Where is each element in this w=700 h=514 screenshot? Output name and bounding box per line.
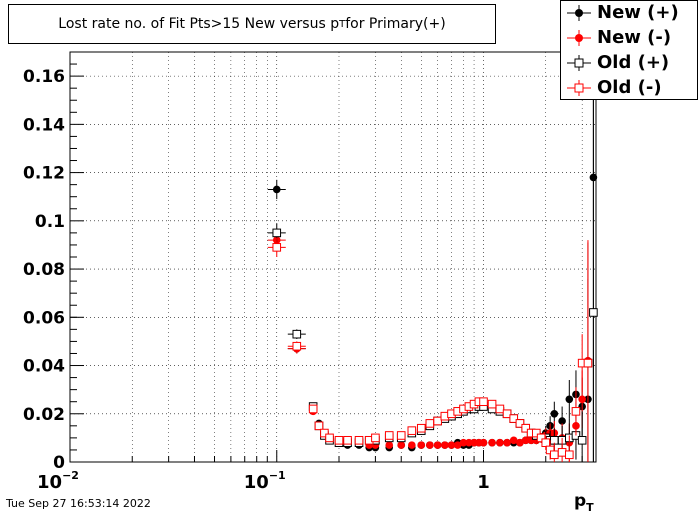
data-point <box>565 395 574 404</box>
data-point <box>308 404 318 414</box>
data-point <box>557 448 567 457</box>
data-point <box>272 185 281 194</box>
data-point <box>502 409 512 419</box>
chart-title-suffix: for Primary(+) <box>345 16 446 32</box>
legend-entry-old-minus: Old (-) <box>561 76 699 100</box>
data-point <box>531 428 541 438</box>
x-tick-label: 10−2 <box>37 469 79 493</box>
data-point <box>495 404 505 414</box>
y-tick-label: 0.02 <box>23 405 65 425</box>
chart-title-subscript: T <box>339 18 346 30</box>
data-point <box>509 436 518 445</box>
y-tick-label: 0 <box>53 453 65 473</box>
data-point <box>354 435 364 445</box>
data-point <box>397 441 406 449</box>
data-point <box>314 421 324 431</box>
data-point <box>496 438 504 447</box>
data-point <box>272 228 282 238</box>
legend-label: New (+) <box>597 2 679 23</box>
plot-frame <box>69 51 597 463</box>
chart-title: Lost rate no. of Fit Pts>15 New versus p… <box>8 4 496 44</box>
data-point <box>521 436 530 445</box>
data-point <box>325 433 334 443</box>
y-tick-label: 0.12 <box>23 164 65 184</box>
data-point <box>334 435 344 445</box>
legend-entry-old-plus: Old (+) <box>561 51 699 75</box>
open-square-marker-icon <box>567 80 591 96</box>
data-point <box>292 341 302 351</box>
data-point <box>453 441 462 449</box>
data-point <box>417 441 426 449</box>
data-point <box>536 433 546 443</box>
axis-tick-labels: 0 0.02 0.04 0.06 0.08 0.1 0.12 0.14 0.16 10−2 10−1… <box>23 67 490 493</box>
legend-entry-new-plus: New (+) <box>561 1 699 25</box>
data-point <box>272 243 282 252</box>
legend-label: New (-) <box>597 27 672 48</box>
data-point <box>589 308 598 317</box>
legend-entry-new-minus: New (-) <box>561 26 699 50</box>
legend: New (+) New (-) Old (+) Old (-) <box>560 0 698 100</box>
y-tick-label: 0.06 <box>23 308 65 328</box>
chart-title-text: Lost rate no. of Fit Pts>15 New versus p <box>58 16 340 32</box>
data-point <box>577 435 587 445</box>
open-square-marker-icon <box>567 55 591 71</box>
data-point <box>292 329 302 339</box>
data-point <box>515 419 525 428</box>
data-point <box>558 417 566 425</box>
y-tick-label: 0.16 <box>23 67 65 87</box>
series-old <box>267 52 598 462</box>
x-tick-label: 10−1 <box>244 469 286 493</box>
data-point <box>503 438 511 447</box>
filled-circle-marker-icon <box>567 30 591 46</box>
y-tick-label: 0.04 <box>23 357 65 377</box>
data-marks <box>267 52 598 462</box>
data-point <box>433 441 442 449</box>
data-point <box>516 438 524 447</box>
data-point <box>416 423 426 433</box>
series-new <box>267 52 598 462</box>
data-point <box>425 419 435 428</box>
x-axis-label: pT <box>574 491 594 514</box>
data-point <box>396 431 406 440</box>
data-point <box>441 441 449 449</box>
data-point <box>578 395 586 404</box>
series-old <box>267 237 593 462</box>
data-point <box>433 416 442 426</box>
data-point <box>408 441 416 449</box>
axis-ticks <box>69 63 583 463</box>
timestamp: Tue Sep 27 16:53:14 2022 <box>6 497 151 510</box>
data-point <box>479 397 488 407</box>
data-point <box>521 423 531 433</box>
grid-lines <box>69 52 596 463</box>
filled-circle-marker-icon <box>567 5 591 21</box>
data-point <box>320 428 329 438</box>
x-tick-label: 1 <box>477 472 490 493</box>
data-point <box>479 438 488 447</box>
data-point <box>488 438 496 447</box>
data-point <box>509 414 519 423</box>
data-point <box>426 441 434 449</box>
y-tick-label: 0.08 <box>23 260 65 280</box>
data-point <box>385 441 394 449</box>
data-point <box>550 450 559 460</box>
data-point <box>447 441 456 449</box>
y-tick-label: 0.14 <box>23 115 65 135</box>
data-point <box>565 450 574 460</box>
data-point <box>343 435 352 445</box>
data-point <box>407 426 417 435</box>
data-point <box>459 438 468 447</box>
legend-label: Old (-) <box>597 77 662 98</box>
data-point <box>571 407 581 416</box>
data-point <box>487 399 497 409</box>
data-point <box>384 431 394 440</box>
y-tick-label: 0.1 <box>35 212 65 232</box>
data-point <box>371 433 380 443</box>
legend-label: Old (+) <box>597 52 670 73</box>
data-point <box>550 409 559 418</box>
data-point <box>583 358 593 368</box>
data-point <box>541 438 551 448</box>
